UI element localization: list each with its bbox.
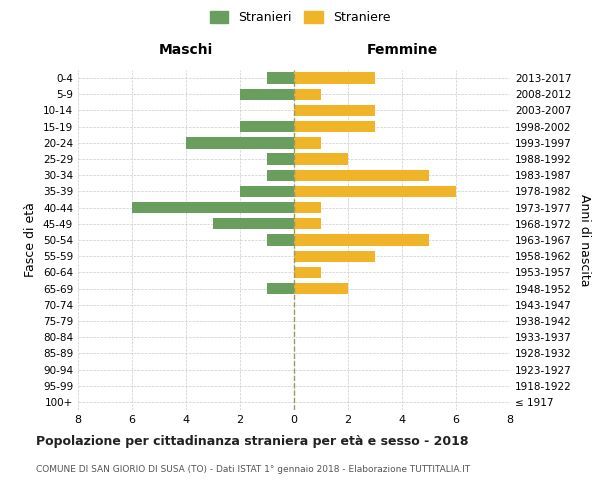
Bar	[294, 72, 375, 84]
Bar	[294, 121, 375, 132]
Y-axis label: Fasce di età: Fasce di età	[25, 202, 37, 278]
Text: Maschi: Maschi	[159, 43, 213, 57]
Bar	[294, 88, 321, 100]
Bar	[267, 72, 294, 84]
Text: Femmine: Femmine	[367, 43, 437, 57]
Bar	[240, 121, 294, 132]
Legend: Stranieri, Straniere: Stranieri, Straniere	[209, 11, 391, 24]
Text: Popolazione per cittadinanza straniera per età e sesso - 2018: Popolazione per cittadinanza straniera p…	[36, 435, 469, 448]
Bar	[294, 186, 456, 197]
Bar	[213, 218, 294, 230]
Bar	[132, 202, 294, 213]
Bar	[294, 218, 321, 230]
Bar	[294, 266, 321, 278]
Bar	[294, 170, 429, 181]
Bar	[294, 234, 429, 246]
Bar	[294, 137, 321, 148]
Bar	[186, 137, 294, 148]
Bar	[267, 170, 294, 181]
Bar	[267, 154, 294, 164]
Bar	[294, 105, 375, 116]
Bar	[294, 250, 375, 262]
Bar	[267, 234, 294, 246]
Y-axis label: Anni di nascita: Anni di nascita	[578, 194, 591, 286]
Bar	[240, 186, 294, 197]
Bar	[294, 202, 321, 213]
Bar	[294, 154, 348, 164]
Bar	[267, 283, 294, 294]
Bar	[294, 283, 348, 294]
Text: COMUNE DI SAN GIORIO DI SUSA (TO) - Dati ISTAT 1° gennaio 2018 - Elaborazione TU: COMUNE DI SAN GIORIO DI SUSA (TO) - Dati…	[36, 465, 470, 474]
Bar	[240, 88, 294, 100]
